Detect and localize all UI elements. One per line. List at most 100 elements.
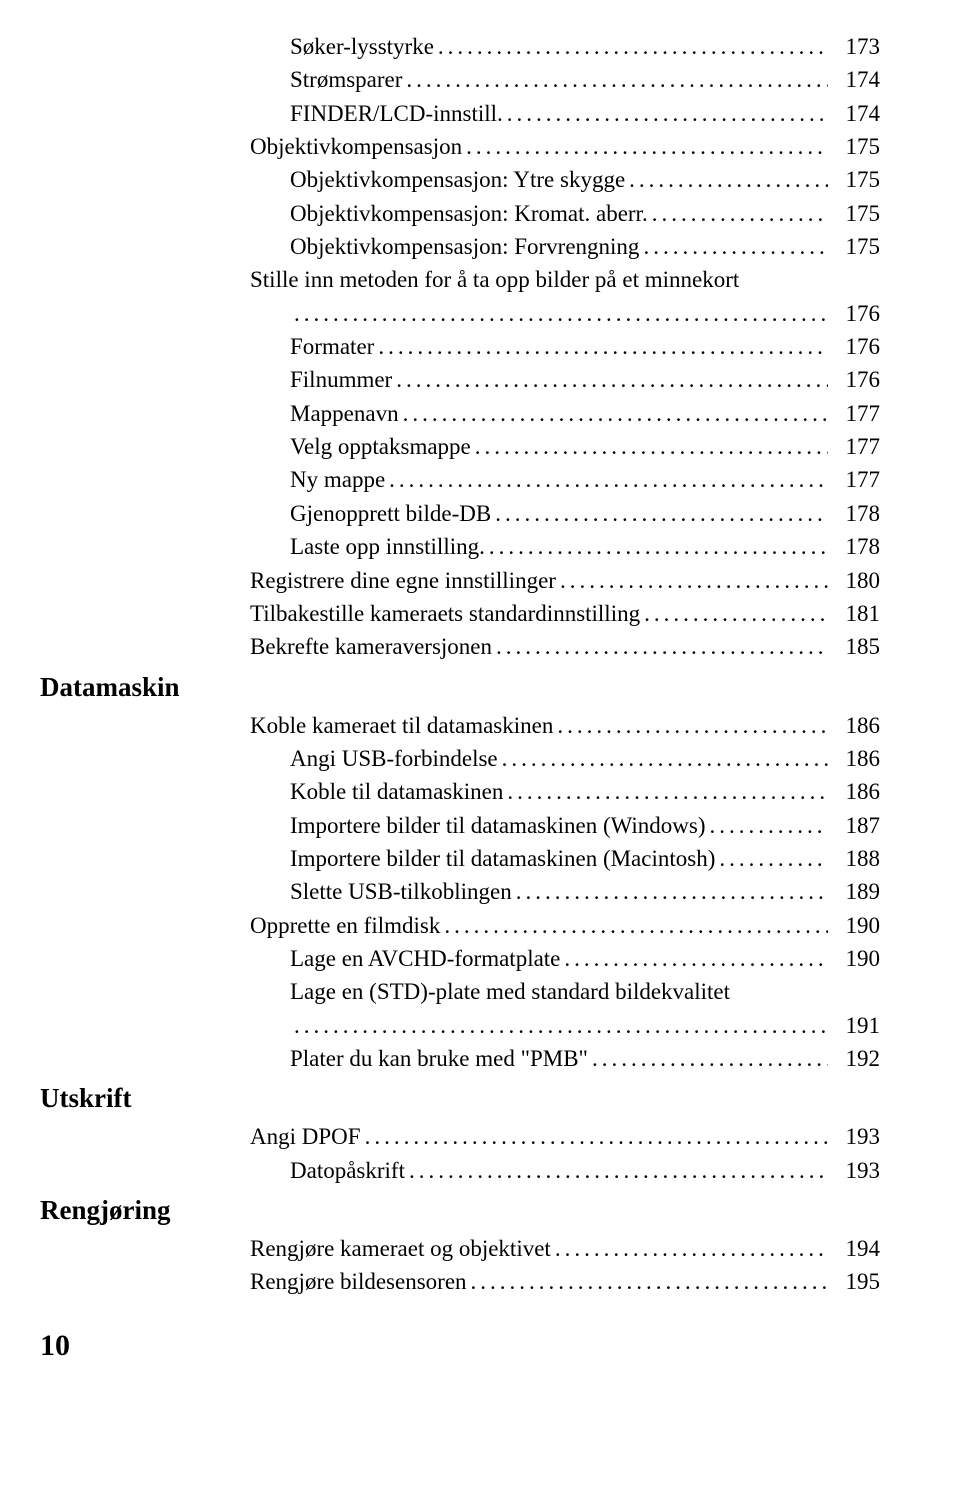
- toc-page-number: 193: [832, 1120, 880, 1153]
- toc-leader: [710, 809, 828, 842]
- toc-entry: Objektivkompensasjon: Kromat. aberr. 175: [100, 197, 880, 230]
- toc-entry: Rengjøre kameraet og objektivet 194: [100, 1232, 880, 1265]
- toc-entry: Objektivkompensasjon: Forvrengning175: [100, 230, 880, 263]
- toc-entry: Plater du kan bruke med "PMB" 192: [100, 1042, 880, 1075]
- toc-label: Objektivkompensasjon: Forvrengning: [290, 230, 639, 263]
- toc-leader: [409, 1154, 828, 1187]
- toc-entry: Strømsparer 174: [100, 63, 880, 96]
- toc-leader: [592, 1042, 828, 1075]
- toc-leader: [557, 709, 828, 742]
- toc-page-number: 177: [832, 397, 880, 430]
- section-title: Datamaskin: [40, 672, 880, 703]
- toc-page-number: 186: [832, 709, 880, 742]
- toc-entry: Objektivkompensasjon: Ytre skygge175: [100, 163, 880, 196]
- section-title: Rengjøring: [40, 1195, 880, 1226]
- toc-label: Importere bilder til datamaskinen (Macin…: [290, 842, 715, 875]
- toc-leader: [564, 942, 828, 975]
- toc-page-number: 195: [832, 1265, 880, 1298]
- toc-page-number: 173: [832, 30, 880, 63]
- toc-entry: Laste opp innstilling. 178: [100, 530, 880, 563]
- toc-entry: Registrere dine egne innstillinger 180: [100, 564, 880, 597]
- toc-entry: FINDER/LCD-innstill. 174: [100, 97, 880, 130]
- toc-entry: Tilbakestille kameraets standardinnstill…: [100, 597, 880, 630]
- toc-leader: [378, 330, 828, 363]
- toc-entry: Datopåskrift 193: [100, 1154, 880, 1187]
- toc-label: Laste opp innstilling.: [290, 530, 485, 563]
- toc-page-number: 175: [832, 130, 880, 163]
- toc-page-number: 192: [832, 1042, 880, 1075]
- section-title: Utskrift: [40, 1083, 880, 1114]
- toc-label: Mappenavn: [290, 397, 399, 430]
- toc-leader: [403, 397, 828, 430]
- toc-page-number: 177: [832, 463, 880, 496]
- toc-leader: [629, 163, 828, 196]
- toc-label: Bekrefte kameraversjonen: [250, 630, 492, 663]
- toc-label: Angi DPOF: [250, 1120, 361, 1153]
- toc-entry: Angi DPOF 193: [100, 1120, 880, 1153]
- toc-page-number: 190: [832, 942, 880, 975]
- toc-page-number: 174: [832, 63, 880, 96]
- toc-page-number: 178: [832, 497, 880, 530]
- toc-leader: [644, 597, 828, 630]
- toc-page-number: 178: [832, 530, 880, 563]
- toc-label: Objektivkompensasjon: Kromat. aberr.: [290, 197, 648, 230]
- toc-leader: [502, 742, 828, 775]
- toc-entry: 176: [100, 297, 880, 330]
- toc-label: Formater: [290, 330, 374, 363]
- toc-label: Plater du kan bruke med "PMB": [290, 1042, 588, 1075]
- toc-page-number: 188: [832, 842, 880, 875]
- toc-entry: Mappenavn 177: [100, 397, 880, 430]
- toc-entry: Angi USB-forbindelse186: [100, 742, 880, 775]
- toc-page-number: 191: [832, 1009, 880, 1042]
- toc-leader: [365, 1120, 828, 1153]
- toc-entry: Stille inn metoden for å ta opp bilder p…: [100, 263, 880, 296]
- toc-label: Søker-lysstyrke: [290, 30, 434, 63]
- toc-entry: Ny mappe177: [100, 463, 880, 496]
- toc-leader: [652, 197, 828, 230]
- toc-label: Datopåskrift: [290, 1154, 405, 1187]
- toc-leader: [406, 63, 828, 96]
- toc-entry: Formater176: [100, 330, 880, 363]
- toc-label: Lage en AVCHD-formatplate: [290, 942, 560, 975]
- toc-entry: 191: [100, 1009, 880, 1042]
- page-footer-number: 10: [40, 1329, 880, 1363]
- toc-label: Gjenopprett bilde-DB: [290, 497, 491, 530]
- toc-leader: [438, 30, 828, 63]
- toc-leader: [555, 1232, 828, 1265]
- toc-page-number: 194: [832, 1232, 880, 1265]
- toc-page-number: 180: [832, 564, 880, 597]
- toc-label: Strømsparer: [290, 63, 402, 96]
- toc-page-number: 181: [832, 597, 880, 630]
- toc-label: Opprette en filmdisk: [250, 909, 440, 942]
- toc-entry: Objektivkompensasjon 175: [100, 130, 880, 163]
- toc-label: Registrere dine egne innstillinger: [250, 564, 556, 597]
- toc-leader: [643, 230, 828, 263]
- toc-entry: Opprette en filmdisk 190: [100, 909, 880, 942]
- toc-page-number: 186: [832, 775, 880, 808]
- toc-leader: [560, 564, 828, 597]
- toc-leader: [495, 497, 828, 530]
- toc-page-number: 193: [832, 1154, 880, 1187]
- toc-page-number: 190: [832, 909, 880, 942]
- toc-page-number: 186: [832, 742, 880, 775]
- toc-label: Velg opptaksmappe: [290, 430, 471, 463]
- toc-label: Rengjøre kameraet og objektivet: [250, 1232, 551, 1265]
- toc-leader: [389, 463, 828, 496]
- toc-entry: Velg opptaksmappe 177: [100, 430, 880, 463]
- toc-leader: [444, 909, 828, 942]
- toc-page-number: 177: [832, 430, 880, 463]
- toc-leader: [475, 430, 828, 463]
- toc-label: Stille inn metoden for å ta opp bilder p…: [250, 263, 739, 296]
- toc-page-number: 187: [832, 809, 880, 842]
- toc-entry: Lage en AVCHD-formatplate 190: [100, 942, 880, 975]
- toc-label: Slette USB-tilkoblingen: [290, 875, 512, 908]
- toc-entry: Importere bilder til datamaskinen (Macin…: [100, 842, 880, 875]
- toc-label: FINDER/LCD-innstill.: [290, 97, 503, 130]
- toc-page-number: 175: [832, 197, 880, 230]
- toc-entry: Slette USB-tilkoblingen 189: [100, 875, 880, 908]
- toc-page-number: 189: [832, 875, 880, 908]
- toc-label: Objektivkompensasjon: [250, 130, 462, 163]
- toc-page-number: 174: [832, 97, 880, 130]
- toc-entry: Koble til datamaskinen 186: [100, 775, 880, 808]
- toc-label: Koble til datamaskinen: [290, 775, 503, 808]
